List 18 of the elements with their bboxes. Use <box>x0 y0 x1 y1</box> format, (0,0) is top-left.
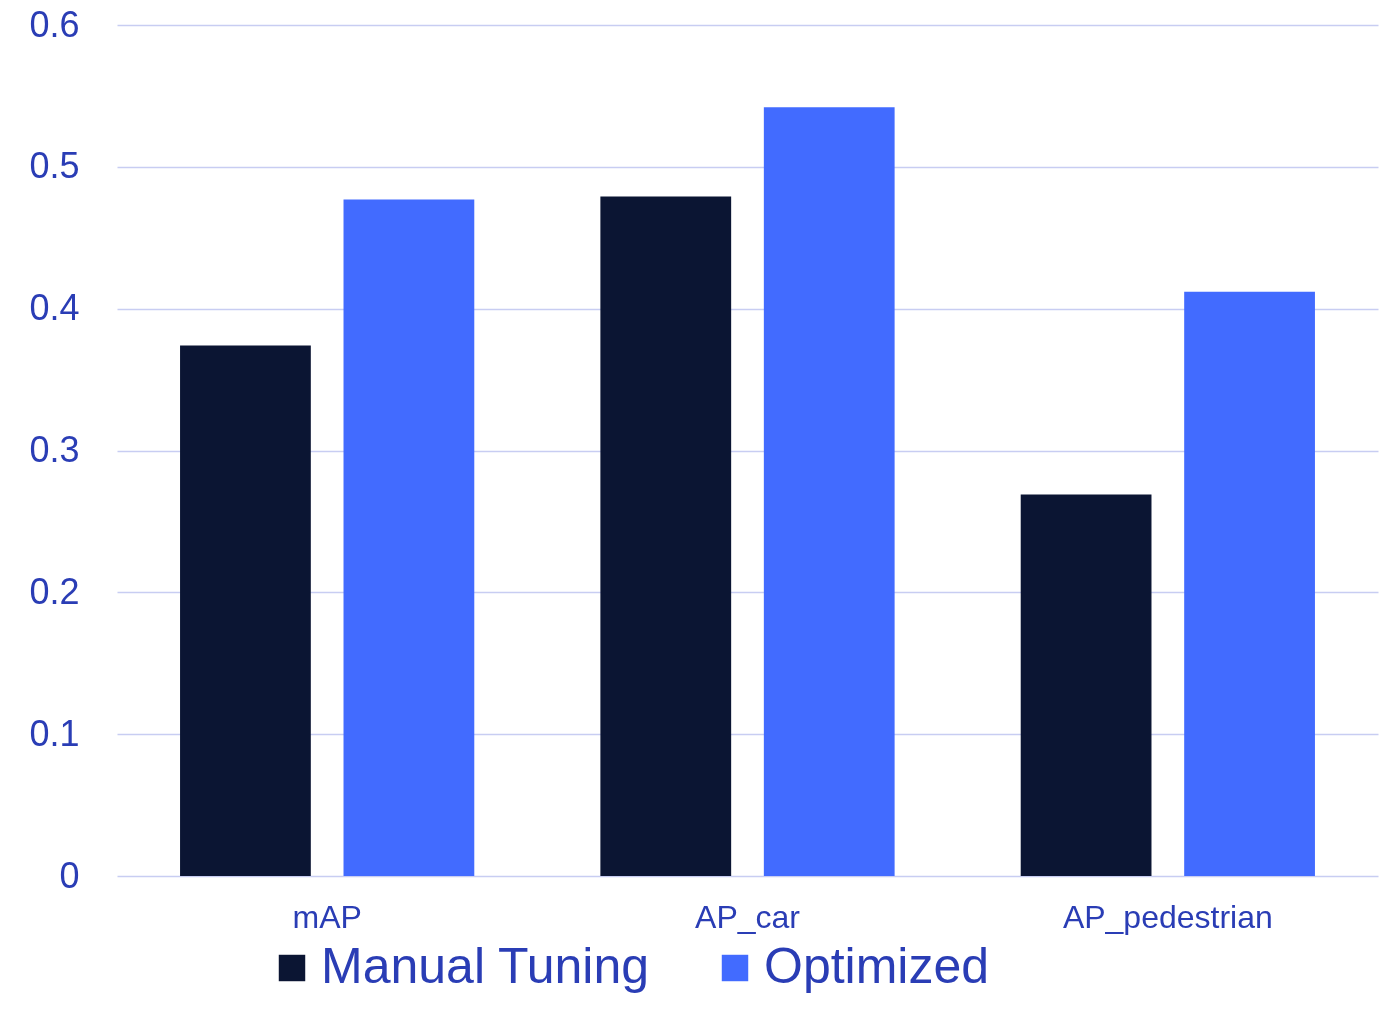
y-tick-label: 0.2 <box>29 570 80 612</box>
x-tick-label: AP_car <box>695 898 801 935</box>
legend-label: Manual Tuning <box>321 938 650 994</box>
bar <box>763 107 895 876</box>
bar <box>1184 291 1315 876</box>
x-tick-label: AP_pedestrian <box>1062 898 1273 935</box>
y-tick-label: 0.6 <box>29 3 80 45</box>
bar <box>180 345 311 876</box>
y-tick-label: 0.3 <box>29 429 80 470</box>
bar <box>1020 494 1152 876</box>
bar <box>343 199 475 876</box>
legend-label: Optimized <box>764 938 990 994</box>
y-tick-label: 0 <box>59 854 80 896</box>
x-tick-label: mAP <box>292 898 362 935</box>
y-tick-label: 0.4 <box>29 287 80 329</box>
y-tick-label: 0.1 <box>29 712 80 754</box>
y-tick-label: 0.5 <box>29 145 80 187</box>
bar <box>600 196 732 876</box>
